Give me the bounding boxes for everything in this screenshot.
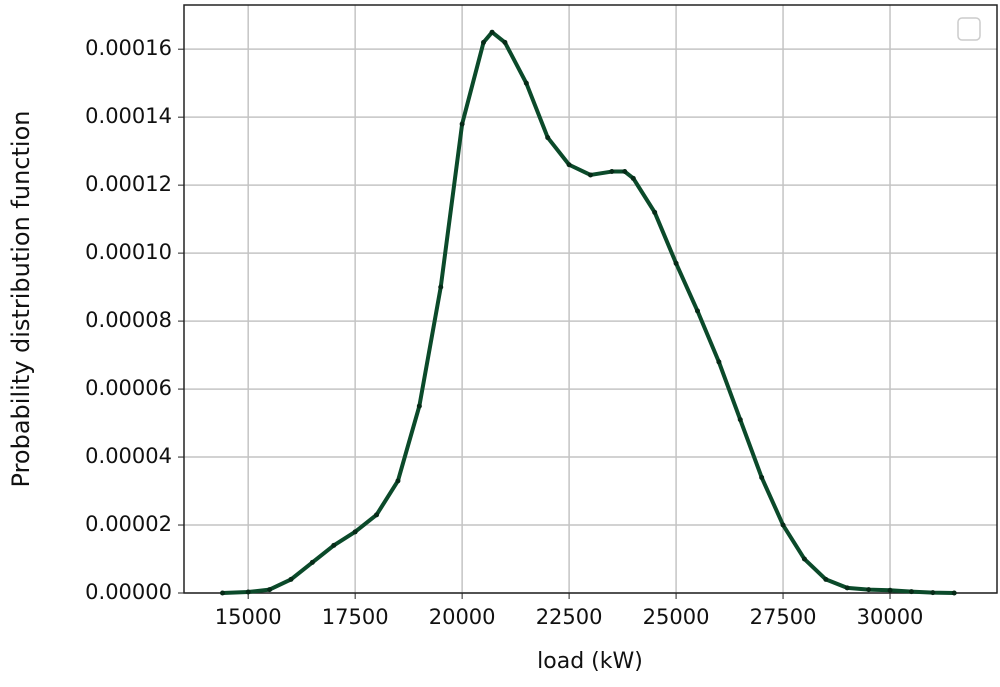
point — [716, 359, 722, 365]
point — [523, 80, 529, 86]
x-tick-label: 17500 — [322, 605, 389, 629]
point — [737, 417, 743, 423]
point — [459, 121, 465, 127]
point — [588, 172, 593, 178]
x-tick-label: 27500 — [750, 605, 817, 629]
point — [673, 260, 679, 266]
point — [395, 478, 401, 484]
point — [374, 512, 380, 518]
point — [566, 162, 572, 168]
point — [288, 576, 294, 582]
x-axis-label: load (kW) — [537, 649, 643, 674]
point — [801, 556, 807, 562]
y-tick-label: 0.00006 — [85, 376, 172, 400]
line — [222, 30, 955, 595]
y-tick-label: 0.00000 — [85, 580, 172, 604]
point — [780, 522, 786, 528]
point — [652, 209, 658, 215]
point — [267, 587, 273, 593]
plot-frame — [183, 4, 998, 594]
y-tick-label: 0.00012 — [85, 172, 172, 196]
grid — [184, 5, 997, 594]
point — [438, 284, 444, 290]
point — [694, 308, 700, 314]
x-tick-label: 15000 — [215, 605, 282, 629]
x-tick-label: 22500 — [536, 605, 603, 629]
point — [245, 589, 251, 595]
y-axis-label: Probability distribution function — [7, 111, 35, 488]
y-tick-label: 0.00008 — [85, 308, 172, 332]
x-tick-label: 20000 — [429, 605, 496, 629]
legend-box — [957, 17, 981, 41]
point — [887, 587, 893, 593]
point — [759, 474, 765, 480]
point — [866, 587, 872, 593]
point — [502, 39, 508, 45]
point — [331, 542, 337, 548]
point — [309, 559, 315, 565]
y-tick-label: 0.00016 — [85, 36, 172, 60]
point — [416, 403, 422, 409]
point — [908, 589, 914, 595]
y-tick-label: 0.00014 — [85, 104, 172, 128]
point — [823, 576, 829, 582]
point — [545, 135, 551, 141]
y-tick-label: 0.00002 — [85, 512, 172, 536]
point — [489, 29, 495, 35]
point — [951, 590, 957, 596]
point — [622, 169, 628, 175]
x-tick-label: 25000 — [643, 605, 710, 629]
point — [630, 175, 636, 181]
point — [609, 169, 615, 175]
point — [352, 529, 358, 535]
point — [930, 590, 936, 596]
y-tick-label: 0.00004 — [85, 444, 172, 468]
point — [844, 585, 850, 591]
x-tick-label: 30000 — [857, 605, 924, 629]
y-tick-label: 0.00010 — [85, 240, 172, 264]
point — [220, 590, 226, 596]
point — [481, 39, 487, 45]
